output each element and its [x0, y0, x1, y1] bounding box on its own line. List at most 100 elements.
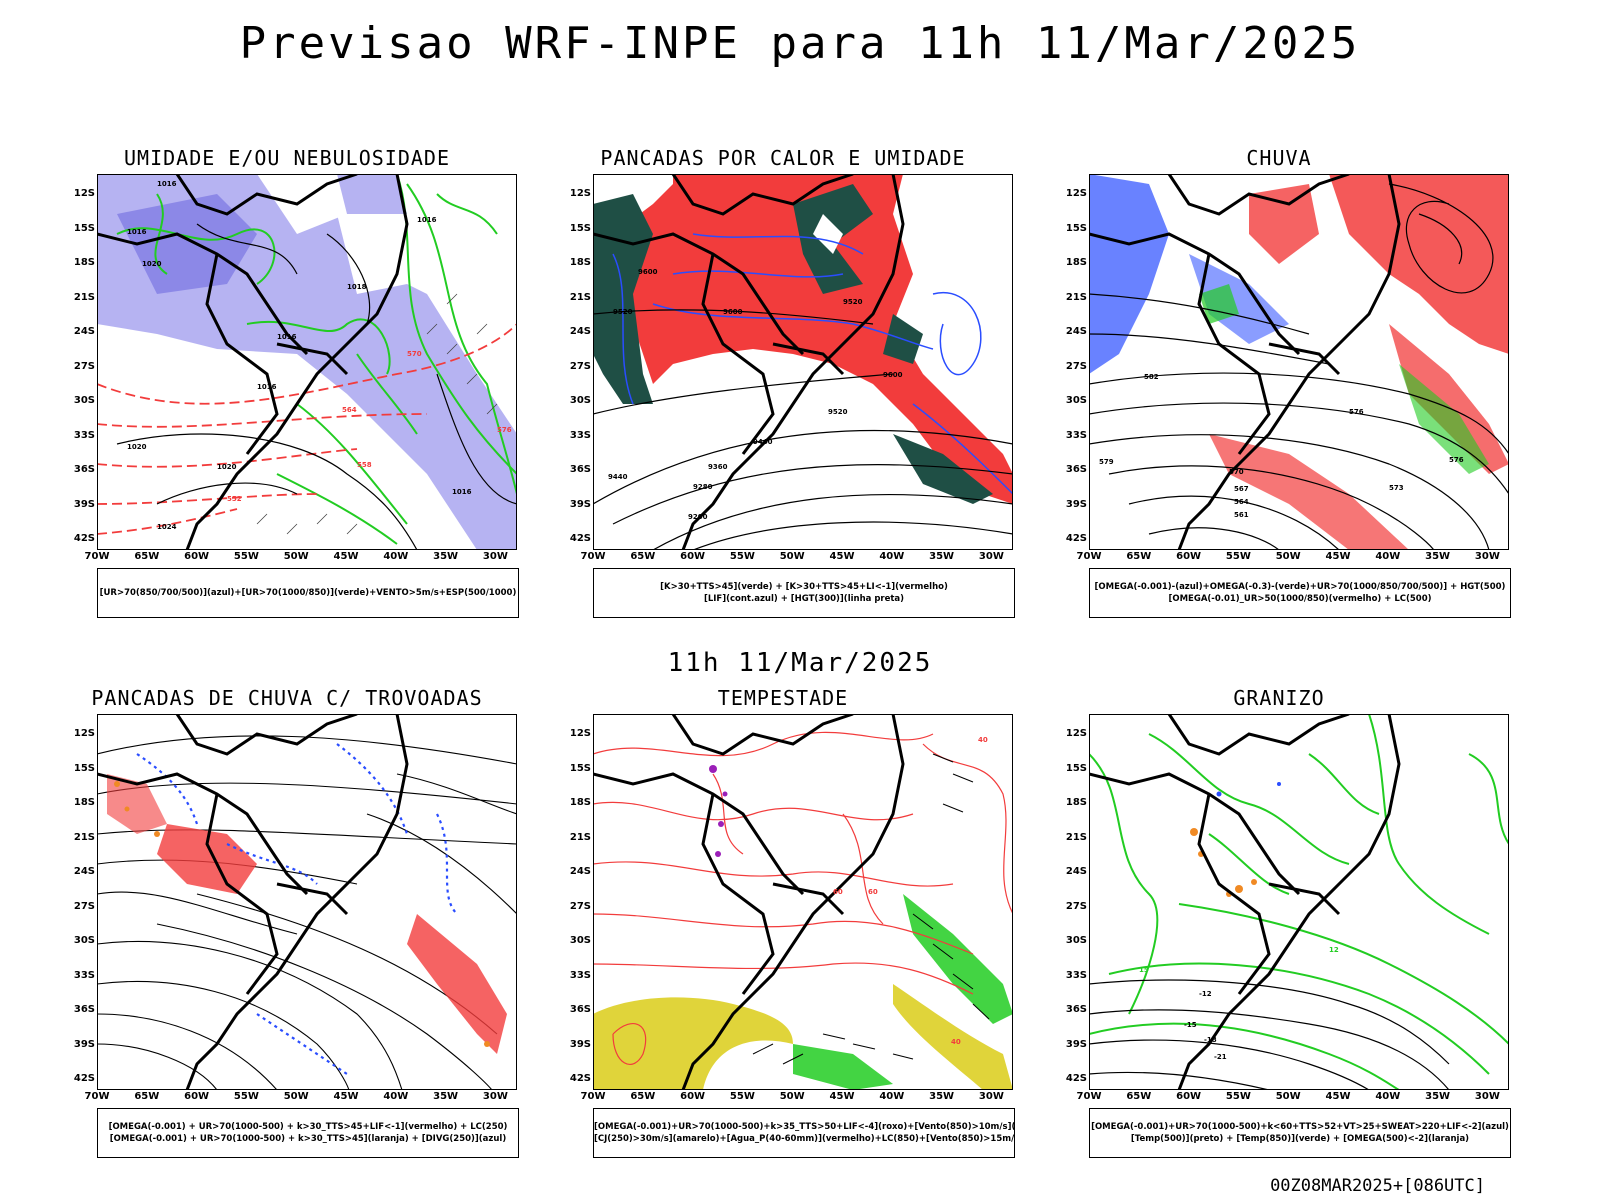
legend-line: [OMEGA(-0.001)+UR>70(1000-500)+k>35_TTS>…	[594, 1122, 1014, 1132]
lon-tick-label: 45W	[1325, 1091, 1351, 1102]
map-granizo: -12 -15 -18 -21 12 15	[1089, 714, 1509, 1090]
map-trovoadas	[97, 714, 517, 1090]
lon-tick-label: 65W	[630, 1091, 656, 1102]
lat-tick-label: 12S	[73, 728, 95, 739]
lat-tick-label: 36S	[1065, 1004, 1087, 1015]
lat-tick-label: 36S	[569, 1004, 591, 1015]
lon-tick-label: 45W	[333, 551, 359, 562]
lat-tick-label: 15S	[569, 222, 591, 234]
lon-tick-label: 50W	[779, 551, 805, 562]
lat-tick-label: 12S	[1065, 728, 1087, 739]
lon-tick-label: 40W	[383, 1091, 409, 1102]
lon-tick-label: 35W	[1425, 1091, 1451, 1102]
lat-tick-label: 27S	[569, 360, 591, 372]
lat-tick-label: 27S	[1065, 360, 1087, 372]
lat-tick-label: 12S	[569, 188, 591, 199]
lon-tick-label: 65W	[1126, 1091, 1152, 1102]
contour-label: 579	[1099, 458, 1114, 466]
lat-tick-label: 27S	[73, 360, 95, 372]
lat-tick-label: 30S	[1065, 935, 1087, 946]
lon-tick-label: 60W	[680, 1091, 706, 1102]
panel-trovoadas: PANCADAS DE CHUVA C/ TROVOADAS 12S 15S 18S…	[57, 686, 519, 1176]
lat-tick-label: 24S	[1065, 866, 1087, 877]
contour-label: 40	[951, 1038, 961, 1046]
lon-tick-label: 30W	[1474, 551, 1500, 562]
contour-label: 1016	[257, 383, 277, 391]
contour-label: -18	[1204, 1036, 1217, 1044]
lon-tick-label: 35W	[1425, 551, 1451, 562]
lon-tick-label: 70W	[580, 551, 606, 562]
lon-tick-label: 35W	[929, 1091, 955, 1102]
lat-tick-label: 21S	[569, 291, 591, 303]
legend-line: [K>30+TTS>45](verde) + [K>30+TTS>45+LI<-…	[660, 582, 948, 592]
legend-line: [OMEGA(-0.01)_UR>50(1000/850)(vermelho) …	[1168, 594, 1432, 604]
lat-tick-label: 18S	[1065, 257, 1087, 268]
contour-label: 1016	[417, 216, 437, 224]
contour-label: 576	[1349, 408, 1364, 416]
contour-label: 1016	[452, 488, 472, 496]
contour-label: 1016	[277, 333, 297, 341]
contour-label: 564	[342, 406, 357, 414]
lon-tick-label: 60W	[1176, 551, 1202, 562]
lon-tick-label: 30W	[482, 551, 508, 562]
lon-tick-label: 55W	[1225, 1091, 1251, 1102]
lat-tick-label: 18S	[73, 797, 95, 808]
lat-tick-label: 21S	[1065, 291, 1087, 303]
contour-label: 9520	[613, 308, 633, 316]
lon-tick-label: 45W	[829, 551, 855, 562]
contour-label: 9520	[843, 298, 863, 306]
panel-legend: [OMEGA(-0.001)-(azul)+OMEGA(-0.3)-(verde…	[1089, 568, 1511, 618]
lon-tick-label: 50W	[1275, 1091, 1301, 1102]
lat-tick-label: 36S	[73, 464, 95, 475]
contour-label: 576	[1449, 456, 1464, 464]
lat-tick-label: 15S	[73, 222, 95, 234]
panel-pancadas-calor: PANCADAS POR CALOR E UMIDADE 12S 15S 18S 21…	[553, 146, 1015, 636]
lon-tick-label: 45W	[829, 1091, 855, 1102]
lon-tick-label: 30W	[1474, 1091, 1500, 1102]
contour-label: 570	[1229, 468, 1244, 476]
lat-tick-label: 42S	[569, 1073, 591, 1084]
lat-tick-label: 36S	[569, 464, 591, 475]
legend-line: [Temp(500)](preto) + [Temp(850)](verde) …	[1130, 1134, 1470, 1144]
lon-tick-label: 30W	[978, 1091, 1004, 1102]
contour-label: 1016	[127, 228, 147, 236]
panel-legend: [K>30+TTS>45](verde) + [K>30+TTS>45+LI<-…	[593, 568, 1015, 618]
lat-tick-label: 15S	[569, 762, 591, 774]
lon-tick-label: 40W	[1375, 551, 1401, 562]
lon-tick-label: 60W	[1176, 1091, 1202, 1102]
contour-label: 40	[978, 736, 988, 744]
panel-legend: [UR>70(850/700/500)](azul)+[UR>70(1000/8…	[97, 568, 519, 618]
map-umidade: 1016 1016 1020 1016 1018 1016 1016 1020 …	[97, 174, 517, 550]
lon-tick-label: 35W	[433, 551, 459, 562]
lat-tick-label: 18S	[569, 257, 591, 268]
lat-tick-label: 15S	[1065, 762, 1087, 774]
contour-label: 9440	[608, 473, 628, 481]
lat-tick-label: 27S	[1065, 900, 1087, 912]
lat-tick-label: 42S	[1065, 1073, 1087, 1084]
legend-line: [OMEGA(-0.001)-(azul)+OMEGA(-0.3)-(verde…	[1094, 582, 1506, 592]
lat-tick-label: 36S	[1065, 464, 1087, 475]
contour-label: -21	[1214, 1053, 1227, 1061]
panel-chuva: CHUVA 12S 15S 18S 21S 24S 27S 30S 33S 36S 39S 42S	[1049, 146, 1511, 636]
contour-label: 1018	[347, 283, 367, 291]
lon-tick-label: 55W	[729, 1091, 755, 1102]
lon-tick-label: 35W	[929, 551, 955, 562]
contour-label: 9200	[688, 513, 708, 521]
legend-line: [UR>70(850/700/500)](azul)+[UR>70(1000/8…	[99, 588, 517, 598]
panel-title: GRANIZO	[1233, 686, 1325, 710]
panel-legend: [OMEGA(-0.001)+UR>70(1000-500)+k>35_TTS>…	[593, 1108, 1015, 1158]
legend-line: [LIF](cont.azul) + [HGT(300)](linha pret…	[703, 594, 905, 604]
lat-tick-label: 24S	[1065, 326, 1087, 337]
lon-tick-label: 35W	[433, 1091, 459, 1102]
contour-label: 573	[1389, 484, 1404, 492]
map-pancadas-calor: 9600 9520 9600 9520 9600 9520 9440 9360 …	[593, 174, 1013, 550]
run-footer: 00Z08MAR2025+[086UTC]	[1270, 1176, 1485, 1196]
lat-tick-label: 42S	[1065, 533, 1087, 544]
contour-label: 9520	[828, 408, 848, 416]
lon-tick-label: 40W	[1375, 1091, 1401, 1102]
lat-tick-label: 33S	[1065, 429, 1087, 441]
lat-tick-label: 27S	[569, 900, 591, 912]
contour-label: 561	[1234, 511, 1249, 519]
lat-tick-label: 42S	[73, 533, 95, 544]
panel-legend: [OMEGA(-0.001)+UR>70(1000-500)+k<60+TTS>…	[1089, 1108, 1511, 1158]
